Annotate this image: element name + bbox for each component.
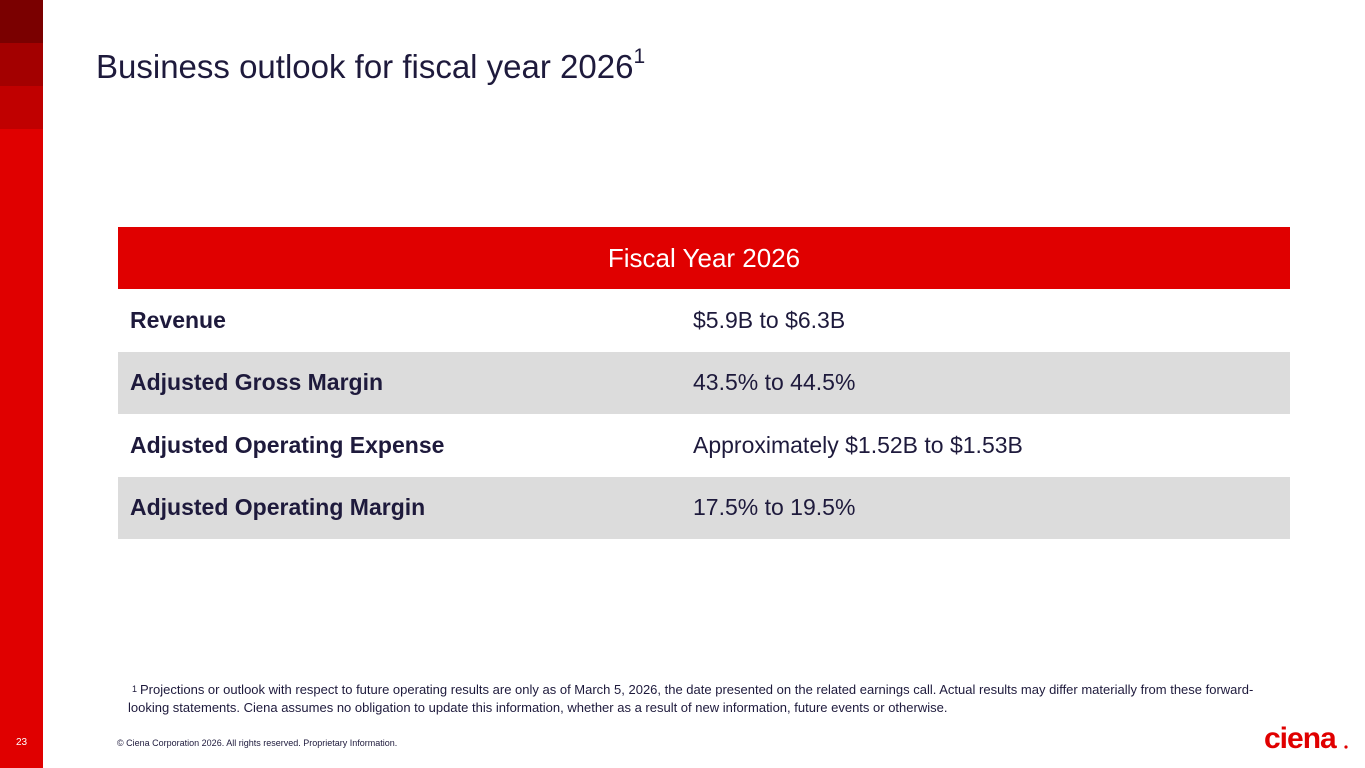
- row-value: 17.5% to 19.5%: [693, 494, 856, 521]
- sidebar-block-light: [0, 86, 43, 129]
- page-number: 23: [15, 737, 28, 748]
- table-row-operating-margin: Adjusted Operating Margin 17.5% to 19.5%: [118, 476, 1290, 539]
- title-footnote-mark: 1: [633, 45, 646, 68]
- footnote-text: Projections or outlook with respect to f…: [128, 682, 1254, 715]
- row-value: Approximately $1.52B to $1.53B: [693, 431, 1023, 458]
- row-value: $5.9B to $6.3B: [693, 306, 846, 333]
- sidebar-block-dark: [0, 0, 43, 43]
- footnote-mark: 1: [132, 684, 138, 694]
- table-row-revenue: Revenue $5.9B to $6.3B: [118, 289, 1290, 352]
- copyright-notice: © Ciena Corporation 2026. All rights res…: [117, 738, 398, 748]
- row-value: 43.5% to 44.5%: [693, 369, 856, 396]
- sidebar-block-medium: [0, 43, 43, 86]
- table-header: Fiscal Year 2026: [118, 227, 1290, 289]
- row-label: Revenue: [130, 306, 226, 333]
- logo-dot: [1344, 745, 1348, 749]
- row-label: Adjusted Gross Margin: [130, 369, 384, 396]
- logo-text: ciena: [1264, 722, 1337, 754]
- footnote: 1 Projections or outlook with respect to …: [128, 681, 1278, 717]
- slide-title-text: Business outlook for fiscal year 2026: [96, 48, 634, 85]
- table-row-operating-expense: Adjusted Operating Expense Approximately…: [118, 414, 1290, 477]
- row-label: Adjusted Operating Margin: [130, 494, 426, 521]
- row-label: Adjusted Operating Expense: [130, 431, 445, 458]
- slide-title: Business outlook for fiscal year 20261: [96, 45, 646, 86]
- outlook-table: Fiscal Year 2026 Revenue $5.9B to $6.3B …: [118, 227, 1290, 539]
- brand-sidebar: 23: [0, 0, 43, 768]
- table-row-gross-margin: Adjusted Gross Margin 43.5% to 44.5%: [118, 351, 1290, 414]
- ciena-logo: ciena: [1264, 722, 1348, 754]
